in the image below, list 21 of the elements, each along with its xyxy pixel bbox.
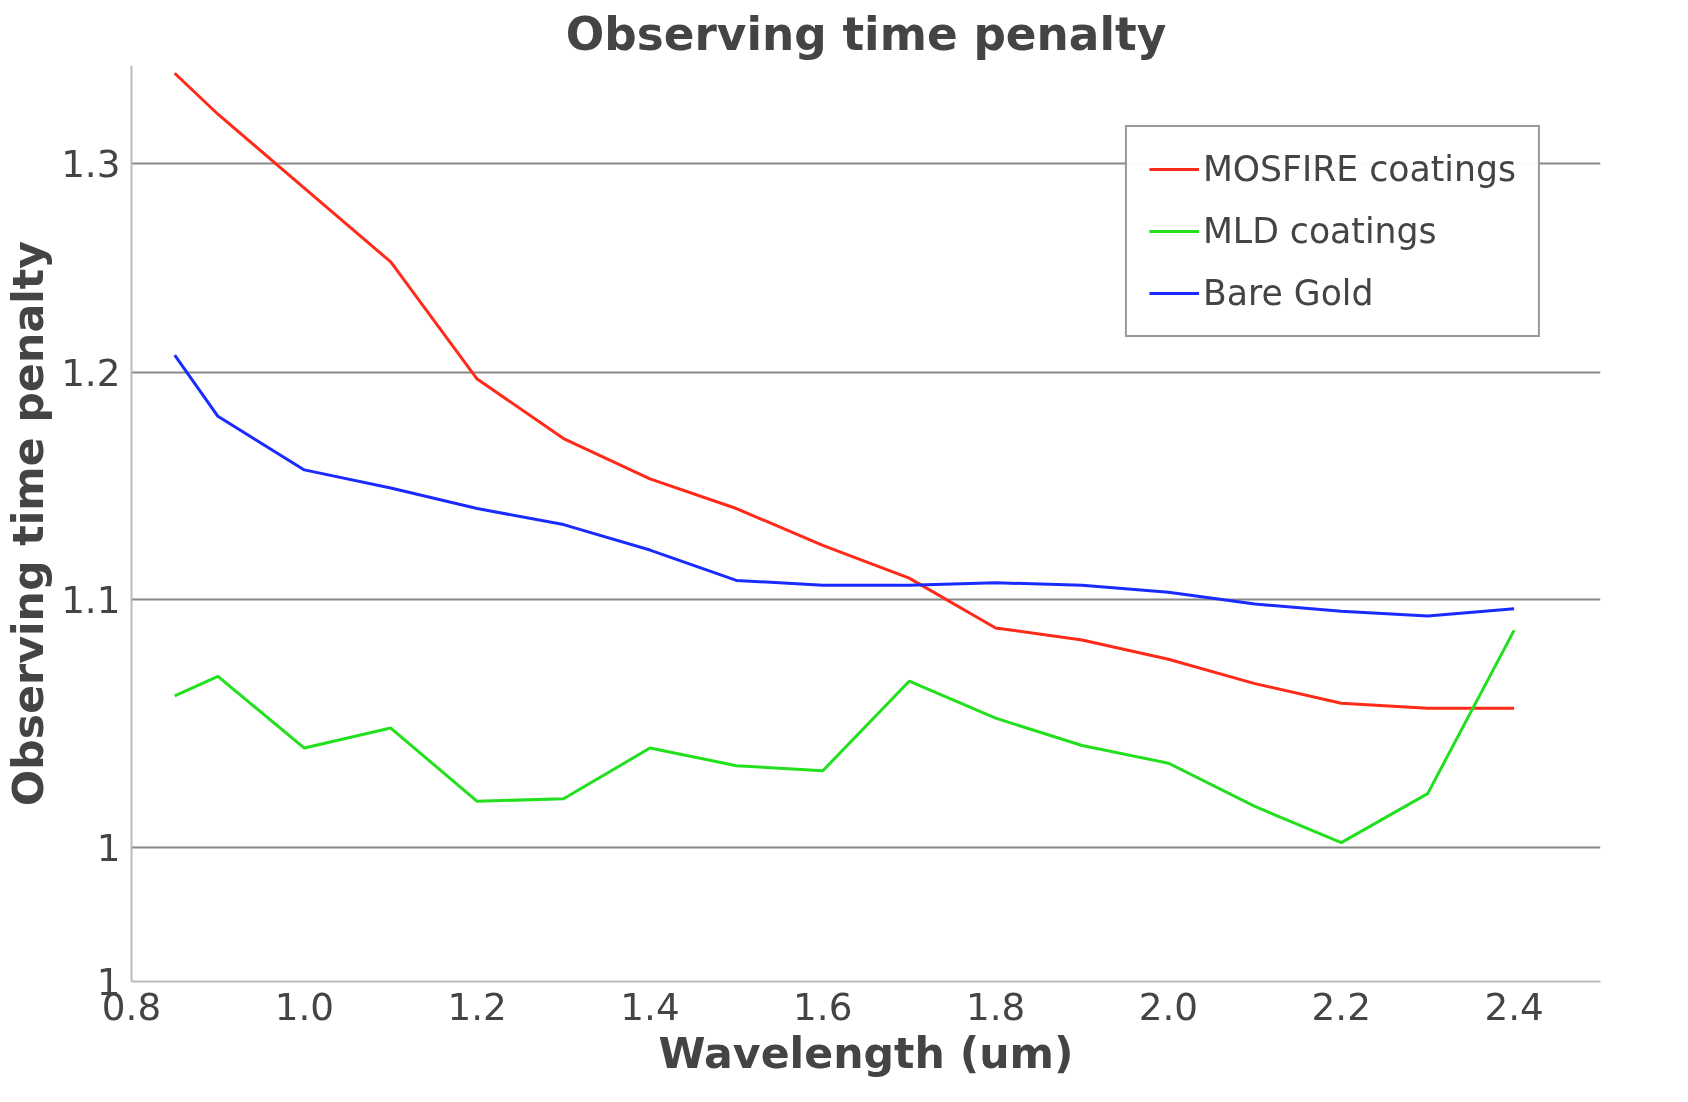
y-tick-label: 1.3	[61, 142, 121, 187]
x-axis-title: Wavelength (um)	[658, 1027, 1074, 1078]
x-tick-label: 2.0	[1138, 984, 1199, 1029]
line-series	[173, 353, 1516, 618]
chart-title: Observing time penalty	[565, 7, 1167, 61]
x-tick-label: 1.4	[620, 984, 680, 1029]
x-tick-label: 1.2	[447, 984, 507, 1029]
y-axis-title: Observing time penalty	[3, 240, 54, 806]
legend-label: MOSFIRE coatings	[1202, 149, 1516, 189]
legend-label: Bare Gold	[1202, 273, 1374, 313]
y-tick-label: 1.2	[61, 351, 121, 396]
x-tick-label: 2.4	[1484, 984, 1544, 1029]
y-tick-label: 1	[96, 826, 121, 871]
x-tick-label: 1.6	[793, 984, 853, 1029]
y-tick-label: 1.1	[61, 577, 121, 622]
x-tick-label: 1.0	[274, 984, 335, 1029]
line-series	[173, 71, 1516, 710]
x-tick-label: 1.8	[965, 984, 1026, 1029]
line-series	[173, 628, 1516, 845]
x-tick-label: 2.2	[1311, 984, 1371, 1029]
legend-label: MLD coatings	[1202, 211, 1437, 251]
